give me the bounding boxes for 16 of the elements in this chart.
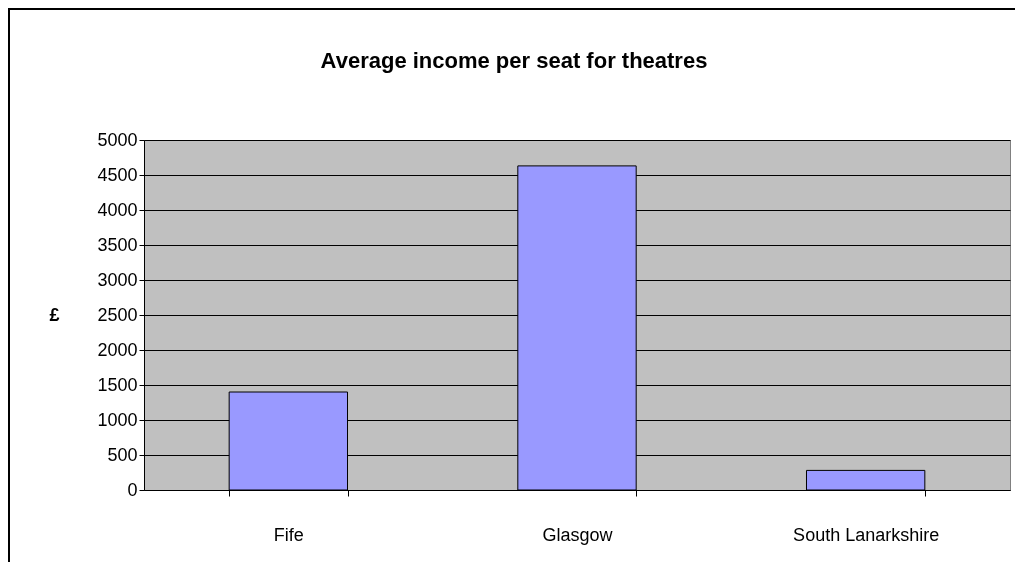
y-tick-label: 4000: [97, 199, 138, 220]
chart-title: Average income per seat for theatres: [320, 48, 708, 73]
y-tick-label: 0: [127, 479, 138, 500]
y-tick-label: 3500: [97, 234, 138, 255]
y-axis-title: £: [49, 304, 60, 325]
x-tick-label: Fife: [273, 524, 304, 545]
y-tick-label: 2500: [97, 304, 138, 325]
y-tick-label: 5000: [97, 129, 138, 150]
y-tick-label: 3000: [97, 269, 138, 290]
y-tick-label: 1000: [97, 409, 138, 430]
y-tick-label: 4500: [97, 164, 138, 185]
y-tick-label: 2000: [97, 339, 138, 360]
y-tick-label: 500: [107, 444, 138, 465]
y-tick-label: 1500: [97, 374, 138, 395]
x-tick-label: Glasgow: [542, 524, 614, 545]
x-tick-label: South Lanarkshire: [793, 524, 940, 545]
